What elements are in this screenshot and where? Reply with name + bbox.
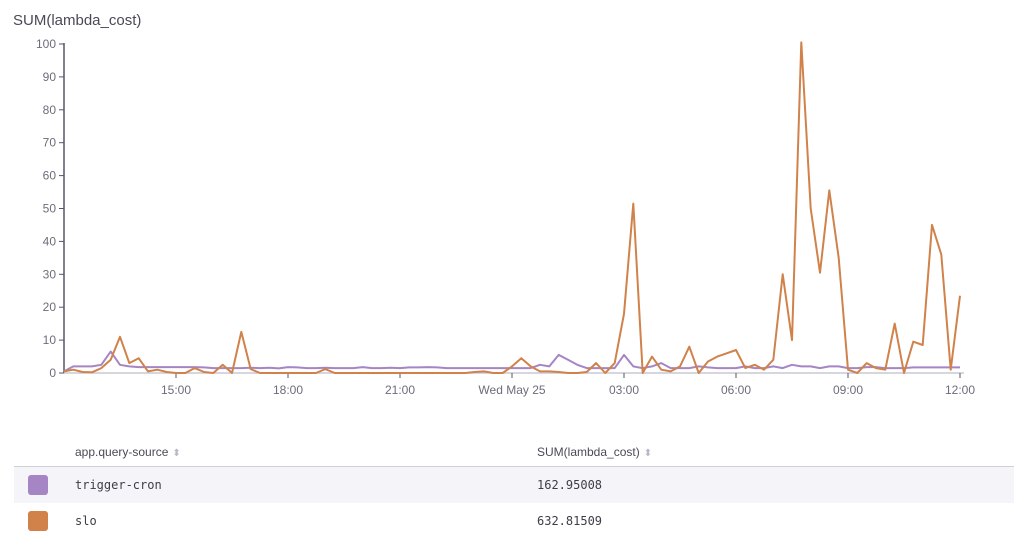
table-row[interactable]: trigger-cron 162.95008 bbox=[14, 467, 1014, 503]
x-tick-label: 12:00 bbox=[945, 383, 975, 397]
y-tick-label: 100 bbox=[36, 37, 56, 51]
x-tick-label: 21:00 bbox=[385, 383, 415, 397]
y-tick-label: 0 bbox=[49, 366, 56, 380]
row-value: 632.81509 bbox=[537, 514, 603, 528]
series-line-trigger-cron bbox=[63, 350, 960, 373]
color-swatch bbox=[28, 475, 48, 495]
color-swatch bbox=[28, 511, 48, 531]
row-name: trigger-cron bbox=[75, 478, 162, 492]
row-value: 162.95008 bbox=[537, 478, 603, 492]
y-tick-label: 20 bbox=[43, 300, 57, 314]
column-header-query-source[interactable]: app.query-source ⬍ bbox=[75, 445, 181, 459]
series-line-slo bbox=[63, 41, 961, 374]
line-chart: 0 10 20 30 40 50 60 70 80 90 100 15:00 18:00 21:00 Wed… bbox=[36, 37, 975, 397]
x-tick-label: Wed May 25 bbox=[478, 383, 545, 397]
y-tick-label: 40 bbox=[43, 234, 57, 248]
x-tick-label: 15:00 bbox=[161, 383, 191, 397]
x-tick-label: 06:00 bbox=[721, 383, 751, 397]
chart-title: SUM(lambda_cost) bbox=[13, 12, 142, 29]
y-tick-label: 60 bbox=[43, 169, 57, 183]
x-tick-label: 09:00 bbox=[833, 383, 863, 397]
legend-table: app.query-source ⬍ SUM(lambda_cost) ⬍ trig… bbox=[14, 436, 1014, 539]
header-label: SUM(lambda_cost) bbox=[537, 445, 640, 459]
table-row[interactable]: slo 632.81509 bbox=[14, 503, 1014, 539]
sort-updown-icon[interactable]: ⬍ bbox=[643, 448, 653, 459]
table-header: app.query-source ⬍ SUM(lambda_cost) ⬍ bbox=[14, 436, 1014, 467]
y-tick-label: 50 bbox=[43, 202, 57, 216]
x-tick-label: 03:00 bbox=[609, 383, 639, 397]
y-tick-label: 90 bbox=[43, 70, 57, 84]
y-tick-label: 30 bbox=[43, 267, 57, 281]
header-label: app.query-source bbox=[75, 445, 169, 459]
y-tick-label: 10 bbox=[43, 333, 57, 347]
y-tick-label: 80 bbox=[43, 103, 57, 117]
sort-updown-icon[interactable]: ⬍ bbox=[172, 448, 181, 459]
x-tick-label: 18:00 bbox=[273, 383, 303, 397]
row-name: slo bbox=[75, 514, 97, 528]
column-header-sum[interactable]: SUM(lambda_cost) ⬍ bbox=[537, 445, 652, 459]
y-tick-label: 70 bbox=[43, 136, 57, 150]
